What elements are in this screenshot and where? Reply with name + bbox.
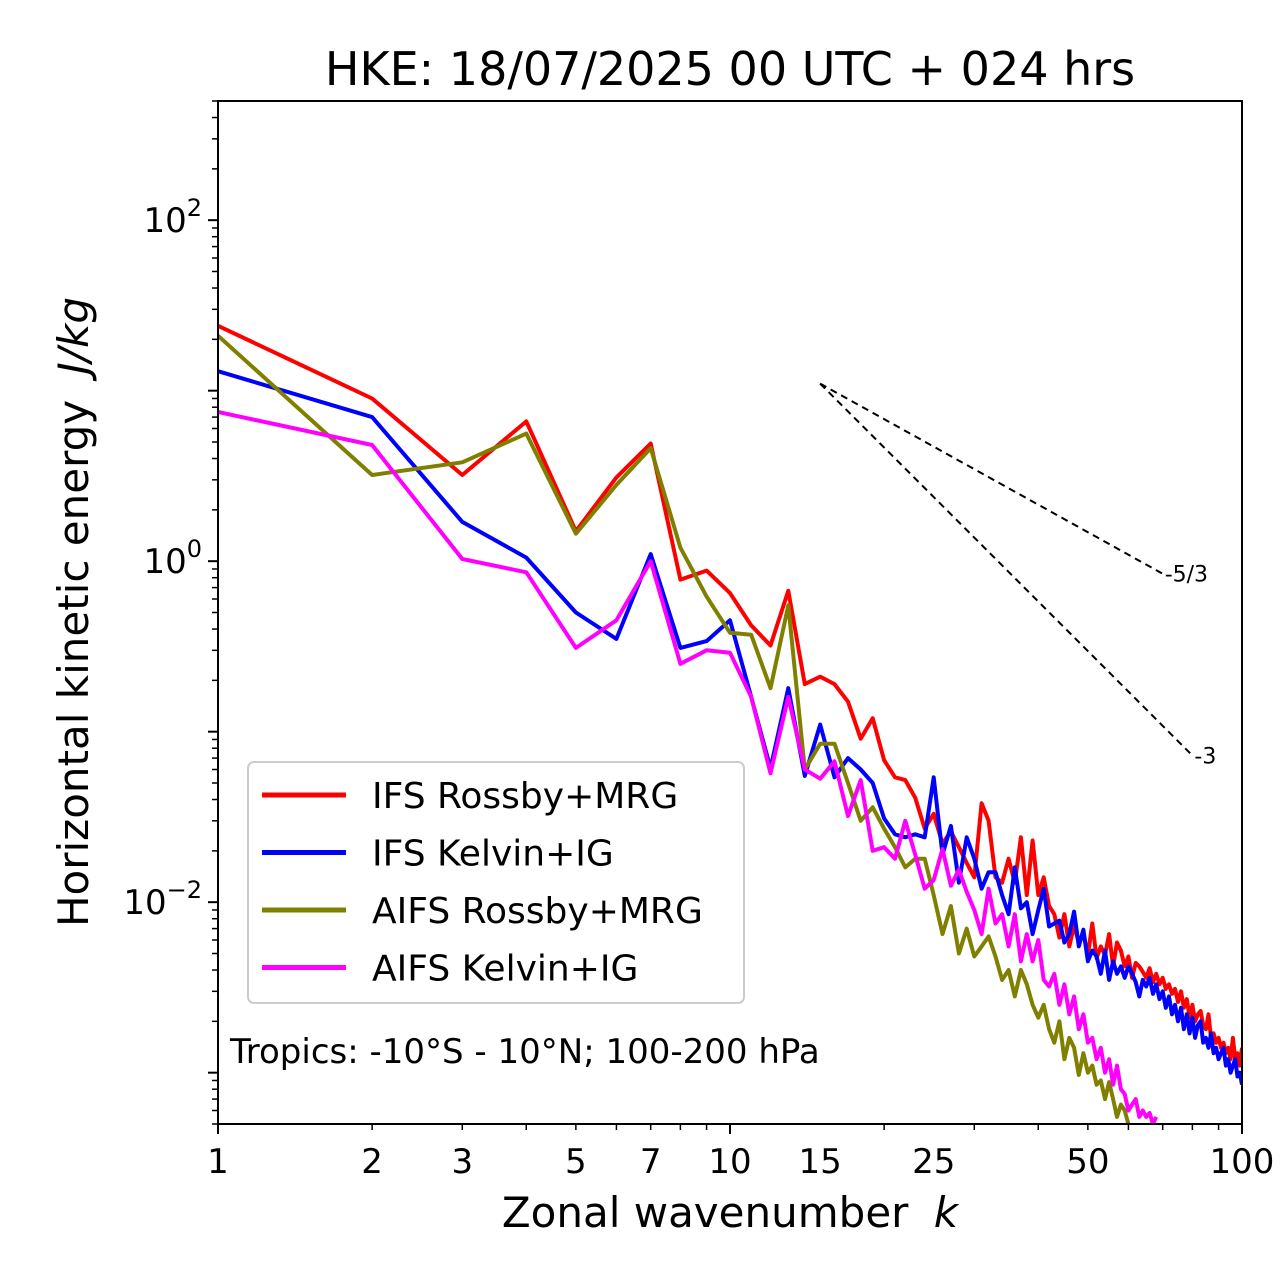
x-tick-label: 100 <box>1210 1142 1275 1182</box>
x-axis-label: Zonal wavenumber k <box>502 1188 960 1237</box>
x-axis-label-text: Zonal wavenumber <box>502 1188 909 1237</box>
series-line-4 <box>218 410 1159 1124</box>
x-axis: 1 2 3 5 7 10 15 25 50 100 <box>207 1124 1274 1182</box>
chart-title: HKE: 18/07/2025 00 UTC + 024 hrs <box>325 42 1135 96</box>
legend: IFS Rossby+MRG IFS Kelvin+IG AIFS Rossby+M… <box>247 761 745 1004</box>
y-axis-label: Horizontal kinetic energy J/kg <box>49 297 98 927</box>
y-axis: 102 100 10−2 <box>123 100 218 1125</box>
x-tick-label: 1 <box>207 1142 229 1182</box>
legend-label-2: IFS Kelvin+IG <box>372 834 614 875</box>
y-tick-label: 10−2 <box>123 876 202 923</box>
y-tick-label: 102 <box>143 194 202 241</box>
x-axis-label-symbol: k <box>934 1188 960 1237</box>
x-tick-label: 50 <box>1066 1142 1109 1182</box>
y-axis-label-text: Horizontal kinetic energy <box>49 400 98 927</box>
x-tick-label: 15 <box>799 1142 842 1182</box>
reference-slope-line-1 <box>819 382 1164 575</box>
series-line-2 <box>218 369 1242 1086</box>
legend-box <box>247 761 745 1004</box>
reference-slope-line-2 <box>819 382 1194 757</box>
x-tick-label: 3 <box>451 1142 473 1182</box>
legend-label-3: AIFS Rossby+MRG <box>372 891 703 932</box>
reference-slopes: -5/3 -3 <box>819 382 1216 769</box>
x-tick-label: 7 <box>640 1142 662 1182</box>
legend-label-1: IFS Rossby+MRG <box>372 776 678 817</box>
x-tick-label: 5 <box>565 1142 587 1182</box>
series-line-1 <box>218 323 1242 1068</box>
series-layer <box>218 323 1242 1124</box>
x-tick-label: 10 <box>708 1142 751 1182</box>
x-tick-label: 25 <box>912 1142 955 1182</box>
region-annotation: Tropics: -10°S - 10°N; 100-200 hPa <box>229 1032 820 1072</box>
y-tick-label: 100 <box>143 535 202 582</box>
reference-slope-label-2: -3 <box>1194 744 1216 769</box>
x-tick-label: 2 <box>361 1142 383 1182</box>
y-axis-label-unit: J/kg <box>49 297 98 382</box>
legend-label-4: AIFS Kelvin+IG <box>372 949 638 990</box>
series-line-3 <box>218 334 1132 1124</box>
reference-slope-label-1: -5/3 <box>1165 563 1208 588</box>
